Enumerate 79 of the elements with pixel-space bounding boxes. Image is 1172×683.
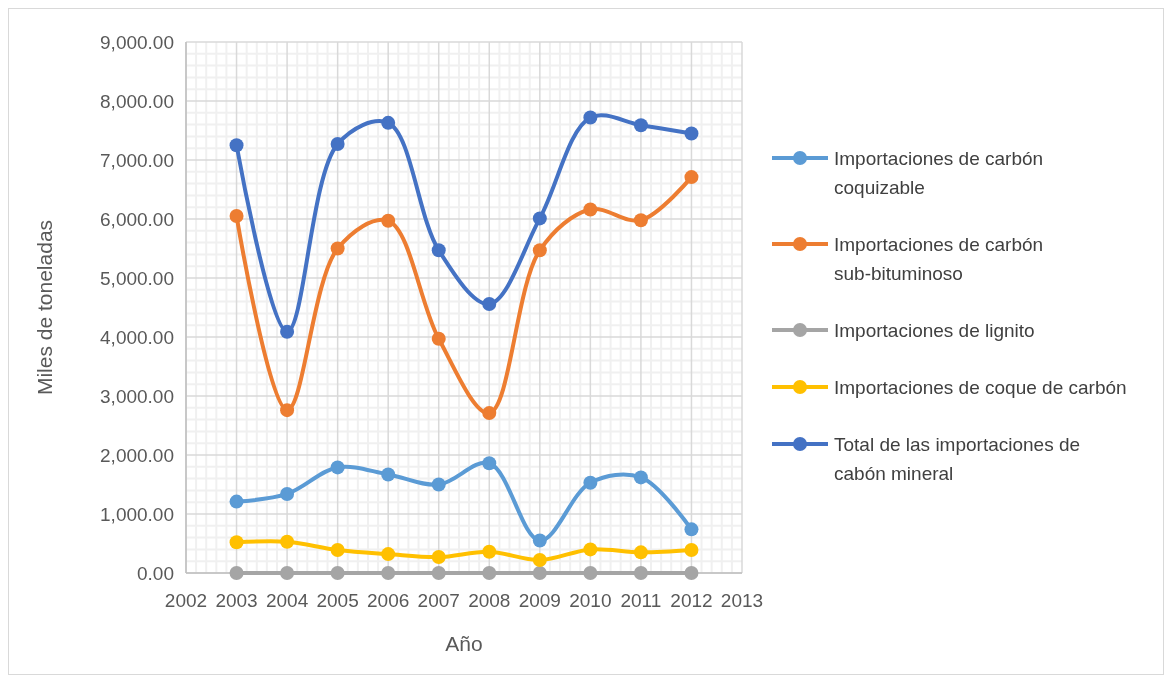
x-tick-label: 2005 (316, 590, 359, 611)
point (330, 241, 345, 256)
point (229, 535, 244, 550)
point (633, 470, 648, 485)
y-tick-label: 5,000.00 (100, 267, 174, 289)
point (280, 534, 295, 549)
y-axis-title: Miles de toneladas (33, 219, 56, 396)
x-tick-label: 2006 (367, 590, 410, 611)
y-tick-label: 3,000.00 (100, 385, 174, 407)
point (280, 566, 295, 580)
y-tick-label: 1,000.00 (100, 503, 174, 525)
point (684, 522, 699, 537)
x-tick-label: 2007 (417, 590, 460, 611)
point (431, 331, 446, 346)
point (229, 209, 244, 224)
point (381, 115, 396, 130)
point (532, 533, 547, 548)
point (330, 460, 345, 475)
point (482, 456, 497, 471)
point (381, 547, 396, 562)
point (532, 553, 547, 568)
point (381, 213, 396, 228)
point (583, 475, 598, 490)
point (684, 542, 699, 557)
point (381, 566, 396, 580)
point (482, 544, 497, 559)
y-tick-label: 0.00 (137, 562, 174, 584)
point (482, 296, 497, 311)
legend-label: Importaciones de carbón sub-bituminoso (834, 234, 1044, 284)
legend-label: Importaciones de carbón coquizable (834, 148, 1044, 198)
point (684, 170, 699, 185)
point (684, 566, 699, 580)
point (229, 566, 244, 580)
point (229, 494, 244, 509)
x-tick-label: 2003 (215, 590, 258, 611)
point (684, 126, 699, 141)
y-tick-label: 6,000.00 (100, 208, 174, 230)
point (229, 138, 244, 153)
x-tick-label: 2004 (265, 590, 309, 611)
point (583, 110, 598, 125)
legend-label: Total de las importaciones de cabón mineral (834, 434, 1081, 484)
x-tick-label: 2002 (164, 590, 208, 611)
point (381, 467, 396, 482)
point (633, 118, 648, 133)
point (431, 550, 446, 565)
point (532, 211, 547, 226)
point (532, 243, 547, 258)
point (532, 566, 547, 580)
y-tick-label: 7,000.00 (100, 149, 174, 171)
point (633, 545, 648, 560)
legend-label: Importaciones de lignito (834, 320, 1035, 341)
point (482, 406, 497, 421)
point (280, 324, 295, 339)
x-tick-label: 2010 (569, 590, 612, 611)
point (330, 566, 345, 580)
y-tick-label: 8,000.00 (100, 90, 174, 112)
point (431, 477, 446, 492)
y-tick-label: 4,000.00 (100, 326, 174, 348)
point (280, 486, 295, 501)
y-tick-label: 9,000.00 (100, 31, 174, 53)
x-tick-label: 2011 (620, 590, 662, 611)
point (330, 542, 345, 557)
x-tick-label: 2013 (720, 590, 764, 611)
point (330, 137, 345, 152)
x-tick-label: 2008 (468, 590, 511, 611)
point (482, 566, 497, 580)
x-tick-label: 2012 (670, 590, 713, 611)
point (583, 202, 598, 217)
x-tick-label: 2009 (518, 590, 561, 611)
point (583, 542, 598, 557)
point (633, 566, 648, 580)
point (280, 403, 295, 418)
x-axis-title: Año (445, 632, 483, 655)
point (633, 213, 648, 228)
y-tick-label: 2,000.00 (100, 444, 174, 466)
point (431, 566, 446, 580)
point (431, 243, 446, 258)
point (583, 566, 598, 580)
legend-label: Importaciones de coque de carbón (834, 377, 1127, 398)
